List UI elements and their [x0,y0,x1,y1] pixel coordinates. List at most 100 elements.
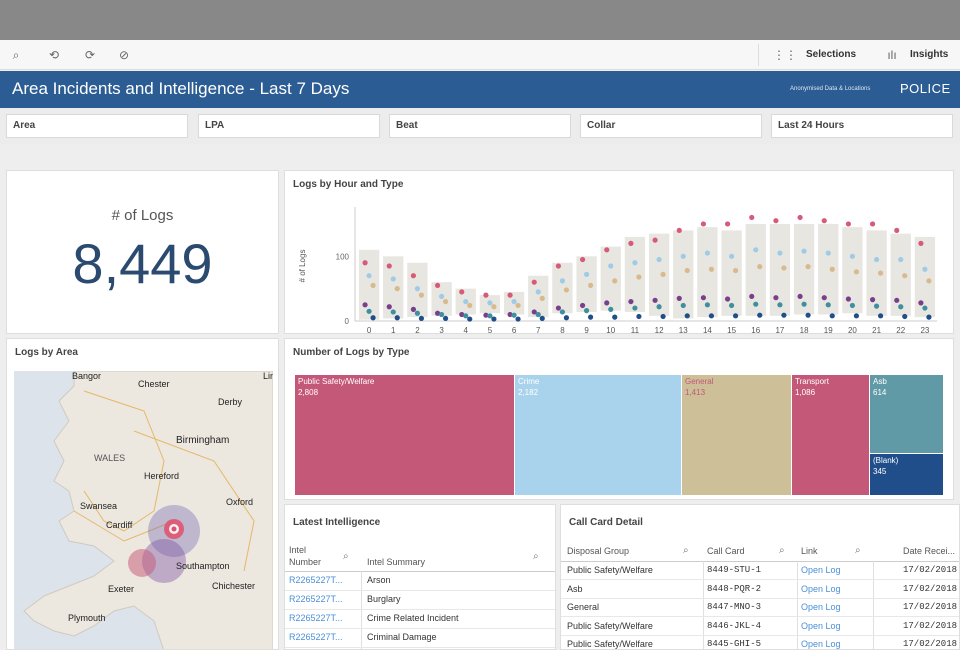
data-point[interactable] [467,302,473,309]
data-point[interactable] [491,304,497,310]
treemap-cell-transport[interactable]: Transport 1,086 [792,375,869,495]
data-point[interactable] [656,256,662,263]
data-point[interactable] [587,314,594,320]
hour-range-box[interactable] [576,256,597,312]
data-point[interactable] [579,302,586,309]
data-point[interactable] [539,295,545,301]
data-point[interactable] [757,264,763,270]
insights-button[interactable]: Insights [910,49,949,60]
hour-range-box[interactable] [528,275,549,318]
intel-summary-search-icon[interactable]: ⌕ [533,551,539,562]
data-point[interactable] [491,316,497,322]
data-point[interactable] [587,282,594,289]
filter-last-24-hours[interactable]: Last 24 Hours [771,114,953,138]
data-point[interactable] [563,287,570,293]
selections-icon[interactable]: ⋮⋮ [773,48,797,62]
data-point[interactable] [680,302,686,309]
hour-range-box[interactable] [383,256,404,319]
data-point[interactable] [362,302,368,308]
data-point[interactable] [676,295,682,301]
data-point[interactable] [652,237,658,243]
data-point[interactable] [579,256,586,263]
data-point[interactable] [773,218,779,224]
data-point[interactable] [708,313,715,319]
data-point[interactable] [463,313,469,319]
data-point[interactable] [608,263,614,269]
hour-range-box[interactable] [600,246,621,311]
data-point[interactable] [515,302,521,309]
data-point[interactable] [825,302,831,308]
call-card-header[interactable]: Call Card [707,546,745,556]
data-point[interactable] [583,271,590,278]
data-point[interactable] [853,269,860,275]
data-point[interactable] [922,266,928,272]
data-point[interactable] [684,267,690,274]
logs-by-type-panel[interactable]: Number of Logs by Type Public Safety/Wel… [284,338,954,500]
data-point[interactable] [555,305,562,311]
data-point[interactable] [583,308,590,314]
data-point[interactable] [410,306,417,312]
data-point[interactable] [829,266,835,272]
data-point[interactable] [680,253,686,259]
data-point[interactable] [366,308,372,314]
data-point[interactable] [773,295,779,301]
data-point[interactable] [753,247,759,253]
data-point[interactable] [902,273,908,279]
data-point[interactable] [414,286,421,292]
data-point[interactable] [563,315,570,321]
call-card-panel[interactable]: Call Card Detail Disposal Group ⌕ Call C… [560,504,960,650]
data-point[interactable] [845,296,852,302]
hour-range-box[interactable] [769,223,791,316]
data-point[interactable] [732,267,739,274]
hour-range-box[interactable] [745,223,766,316]
data-point[interactable] [902,313,908,320]
data-point[interactable] [394,315,400,321]
data-point[interactable] [869,297,876,303]
filter-area[interactable]: Area [6,114,188,138]
link-search-icon[interactable]: ⌕ [855,545,861,556]
hour-range-box[interactable] [818,223,839,315]
data-point[interactable] [877,270,884,276]
intel-summary-header[interactable]: Intel Summary [367,557,426,567]
data-point[interactable] [700,295,707,301]
data-point[interactable] [483,312,489,318]
clear-selections-icon[interactable]: ⊘ [118,48,130,62]
data-point[interactable] [386,263,392,269]
data-point[interactable] [438,293,445,300]
data-point[interactable] [390,276,396,282]
data-point[interactable] [487,313,493,319]
data-point[interactable] [608,306,614,312]
data-point[interactable] [555,263,562,269]
intel-number-cell[interactable]: R2265227T... [289,594,343,604]
data-point[interactable] [724,296,731,302]
data-point[interactable] [463,298,469,305]
hour-range-box[interactable] [358,249,380,320]
data-point[interactable] [612,278,618,284]
treemap-cell-general[interactable]: General 1,413 [682,375,791,495]
data-point[interactable] [801,301,807,307]
data-point[interactable] [366,273,372,279]
data-point[interactable] [632,305,638,311]
hour-range-box[interactable] [721,230,742,316]
data-point[interactable] [700,221,707,227]
data-point[interactable] [418,292,425,298]
latest-intel-panel[interactable]: Latest Intelligence Intel Number ⌕ Intel… [284,504,556,650]
data-point[interactable] [894,297,900,303]
data-point[interactable] [628,298,634,305]
data-point[interactable] [636,313,642,320]
data-point[interactable] [829,313,835,319]
data-point[interactable] [511,298,517,305]
intel-number-cell[interactable]: R2265227T... [289,632,343,642]
logs-by-hour-panel[interactable]: Logs by Hour and Type 0 100 # of Logs 0 1 2 3 4… [284,170,954,334]
data-point[interactable] [898,304,904,310]
data-point[interactable] [781,312,787,318]
data-point[interactable] [632,260,638,266]
data-point[interactable] [676,227,682,234]
selections-button[interactable]: Selections [806,49,857,60]
data-point[interactable] [728,253,735,259]
data-point[interactable] [873,256,880,263]
data-point[interactable] [511,312,517,318]
open-log-link[interactable]: Open Log [801,639,841,649]
data-point[interactable] [926,278,932,284]
treemap-cell-asb[interactable]: Asb 614 [870,375,943,453]
